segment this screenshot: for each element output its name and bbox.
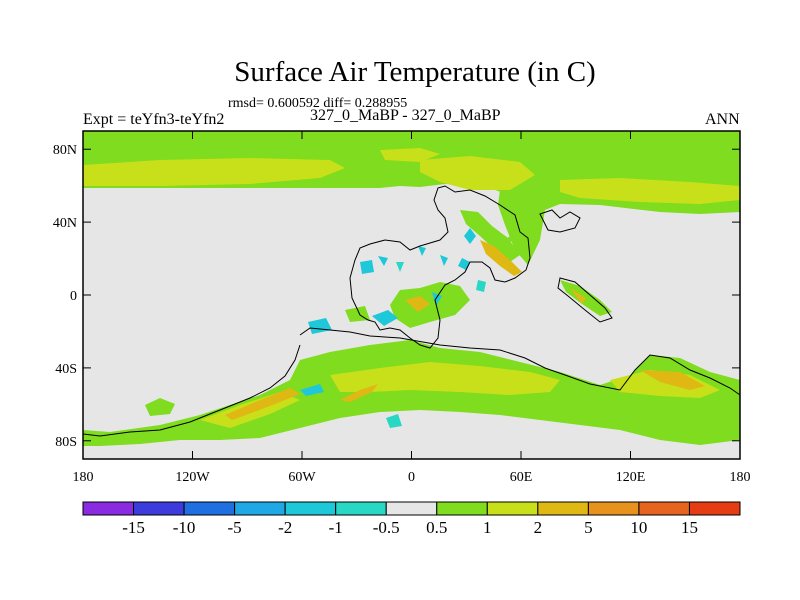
- colorbar-label: -10: [173, 518, 196, 537]
- colorbar-swatch: [436, 501, 488, 516]
- colorbar-swatch: [183, 501, 236, 516]
- gondwana-west-outline: [83, 344, 301, 437]
- colorbar-label: 0.5: [426, 518, 447, 537]
- colorbar-label: 1: [483, 518, 492, 537]
- colorbar-swatch: [133, 501, 185, 516]
- pangaea-cool-patch: [372, 310, 398, 326]
- x-tick-label: 60W: [288, 470, 316, 485]
- tethys-tongue-region: [498, 190, 545, 265]
- colorbar-swatch: [688, 501, 741, 516]
- pangaea-cool-patch: [440, 255, 448, 266]
- experiment-label: Expt = teYfn3-teYfn2: [83, 111, 225, 128]
- pangaea-patch-region: [460, 210, 520, 262]
- x-tick-label: 180: [73, 470, 94, 485]
- pangaea-patch-region: [505, 232, 522, 244]
- pangaea-patch-region: [345, 306, 370, 322]
- southern-cool-patch: [300, 384, 324, 396]
- colorbar-swatch: [335, 501, 387, 516]
- pangaea-cool-patch: [418, 246, 426, 256]
- colorbar: -15 -10 -5 -2 -1 -0.5 0.5 1 2 5 10 15: [82, 501, 741, 537]
- x-tick-label: 120W: [175, 470, 210, 485]
- colorbar-swatch: [587, 501, 640, 516]
- pangaea-cool-patch: [360, 260, 374, 274]
- southern-warm-streak: [225, 388, 300, 420]
- continent-outlines: [83, 185, 740, 437]
- southern-warm-streak: [340, 384, 378, 402]
- x-tick-label: 180: [730, 470, 751, 485]
- colorbar-swatch: [638, 501, 690, 516]
- x-tick-label: 120E: [616, 470, 646, 485]
- y-tick-label: 40S: [55, 362, 77, 377]
- colorbar-label: -2: [278, 518, 292, 537]
- colorbar-label: -5: [228, 518, 242, 537]
- period-label: 327_0_MaBP - 327_0_MaBP: [310, 107, 501, 124]
- y-tick-label: 80S: [55, 435, 77, 450]
- contour-fills: [83, 131, 740, 446]
- arctic-yellow-central-region: [420, 156, 535, 190]
- arctic-yellow-small-region: [380, 148, 440, 162]
- x-tick-label: 60E: [510, 470, 533, 485]
- arctic-yellow-east-region: [560, 178, 740, 204]
- colorbar-swatch: [82, 501, 135, 516]
- ocean-patch-region: [145, 398, 175, 416]
- ocean-patch-region: [730, 398, 740, 420]
- y-tick-label: 40N: [53, 216, 77, 231]
- colorbar-swatch: [385, 501, 438, 516]
- colorbar-swatch: [284, 501, 337, 516]
- pangaea-warm-streak: [405, 296, 430, 312]
- y-tick-label: 0: [70, 289, 77, 304]
- southern-yellow-region: [330, 362, 560, 395]
- arctic-yellow-west-region: [83, 158, 345, 186]
- x-tick-label: 0: [408, 470, 415, 485]
- colorbar-label: -0.5: [373, 518, 400, 537]
- pangaea-cool-patch: [432, 292, 442, 306]
- map-subtitle: rmsd= 0.600592 diff= 0.288955: [228, 96, 408, 111]
- southern-cool-patch: [386, 414, 402, 428]
- map-title: Surface Air Temperature (in C): [234, 56, 596, 88]
- southern-warm-streak: [640, 370, 705, 390]
- colorbar-label: 15: [681, 518, 698, 537]
- colorbar-label: 5: [584, 518, 593, 537]
- season-label: ANN: [705, 111, 740, 128]
- arctic-band-region: [83, 131, 740, 230]
- pangaea-cool-patch: [476, 280, 486, 292]
- colorbar-label: -1: [329, 518, 343, 537]
- colorbar-swatch: [486, 501, 539, 516]
- cathaysia-outline: [539, 209, 581, 233]
- pangaea-warm-streak: [570, 288, 586, 304]
- pangaea-cool-patch: [378, 256, 388, 266]
- pangaea-cool-patch: [396, 262, 404, 272]
- pangaea-north-outline: [349, 185, 531, 349]
- southern-yellow-region: [610, 370, 720, 398]
- colorbar-swatch: [537, 501, 589, 516]
- pangaea-cool-patch: [464, 228, 476, 244]
- colorbar-label: 2: [534, 518, 543, 537]
- pangaea-patch-region: [390, 282, 470, 328]
- gondwana-north-outline: [299, 327, 740, 396]
- colorbar-swatch: [234, 501, 286, 516]
- eastern-terrane-outline: [557, 277, 613, 323]
- pangaea-warm-streak: [480, 240, 522, 276]
- axis-layer: 80N 40N 0 40S 80S 180 120W 60W 0 60E 120E 180: [53, 131, 751, 485]
- y-tick-label: 80N: [53, 143, 77, 158]
- colorbar-label: -15: [122, 518, 145, 537]
- colorbar-label: 10: [630, 518, 647, 537]
